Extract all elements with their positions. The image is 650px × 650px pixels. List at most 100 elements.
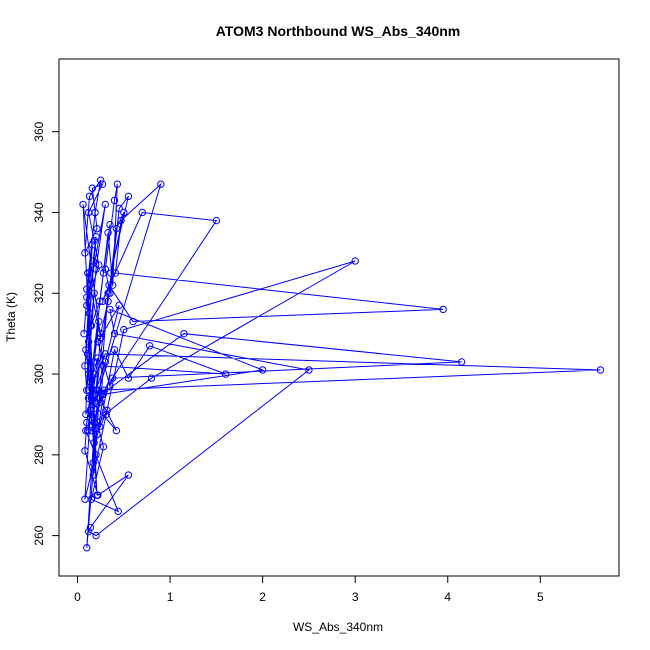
data-point	[94, 354, 102, 362]
series-points	[79, 176, 605, 552]
data-point	[81, 362, 89, 370]
data-point	[92, 233, 100, 241]
data-point	[79, 200, 87, 209]
data-point	[99, 443, 108, 451]
y-tick-label: 320	[32, 283, 46, 303]
data-point	[147, 374, 156, 382]
y-tick-label: 260	[32, 525, 46, 545]
data-point	[110, 346, 119, 354]
data-point	[90, 370, 98, 378]
data-point	[439, 305, 447, 314]
data-point	[120, 208, 128, 217]
data-point	[80, 329, 88, 338]
data-point	[83, 301, 91, 310]
data-point	[90, 358, 98, 366]
x-tick-label: 2	[259, 590, 266, 604]
data-point	[98, 297, 107, 306]
data-point	[103, 406, 111, 415]
data-point	[101, 200, 109, 209]
data-point	[105, 281, 113, 289]
data-point	[90, 289, 98, 297]
data-point	[117, 216, 125, 225]
data-point	[115, 301, 123, 310]
data-point	[96, 297, 104, 306]
data-point	[87, 426, 96, 435]
data-point	[87, 394, 96, 402]
data-point	[86, 406, 95, 415]
data-point	[102, 410, 110, 419]
data-point	[129, 317, 137, 326]
data-point	[90, 439, 98, 447]
data-point	[81, 249, 89, 257]
data-point	[93, 491, 101, 499]
data-point	[138, 208, 147, 217]
series-line	[82, 179, 601, 548]
data-point	[84, 386, 93, 394]
data-point	[89, 471, 97, 479]
data-point	[124, 374, 133, 382]
data-point	[124, 471, 133, 479]
data-point	[83, 293, 91, 302]
data-point	[85, 309, 94, 318]
x-tick-label: 1	[167, 590, 174, 604]
data-point	[89, 257, 97, 265]
data-point	[94, 386, 102, 394]
data-point	[96, 398, 105, 407]
data-point	[96, 333, 105, 342]
data-point	[457, 358, 466, 366]
data-point	[157, 180, 165, 188]
data-point	[104, 297, 112, 306]
data-point	[87, 410, 96, 419]
data-point	[99, 269, 108, 277]
data-point	[91, 398, 99, 407]
data-point	[83, 285, 91, 293]
data-point	[305, 366, 313, 374]
data-point	[88, 422, 97, 431]
data-point	[90, 237, 98, 245]
data-point	[112, 426, 121, 435]
data-point	[96, 329, 105, 338]
data-point	[113, 180, 122, 188]
data-point	[83, 418, 91, 427]
y-axis-label: Theta (K)	[4, 292, 18, 342]
data-point	[87, 321, 96, 330]
data-point	[92, 531, 100, 540]
data-point	[86, 523, 95, 532]
data-point	[99, 390, 108, 398]
data-point	[89, 459, 97, 467]
y-tick-label: 300	[32, 364, 46, 384]
data-point	[92, 451, 100, 459]
data-point	[212, 216, 221, 225]
data-point	[104, 228, 112, 237]
data-point	[146, 342, 154, 350]
y-tick-label: 360	[32, 121, 46, 141]
x-tick-label: 0	[74, 590, 81, 604]
data-point	[84, 338, 93, 346]
data-point	[84, 394, 93, 402]
data-point	[114, 507, 122, 516]
data-point	[108, 374, 117, 382]
data-point	[81, 495, 89, 503]
data-point	[84, 527, 93, 536]
data-point	[98, 180, 107, 188]
data-point	[258, 366, 267, 374]
data-point	[83, 350, 92, 358]
data-point	[124, 192, 133, 201]
x-tick-label: 5	[537, 590, 544, 604]
data-point	[99, 362, 108, 370]
data-point	[96, 422, 104, 431]
data-point	[120, 325, 128, 334]
data-point	[82, 410, 90, 419]
data-point	[86, 378, 95, 386]
data-point	[106, 305, 114, 314]
data-point	[596, 366, 605, 374]
data-point	[82, 346, 90, 354]
data-point	[82, 426, 90, 435]
x-axis-label: WS_Abs_340nm	[293, 620, 383, 634]
data-point	[110, 329, 119, 338]
data-point	[84, 370, 93, 378]
data-point	[92, 265, 100, 273]
data-point	[180, 329, 188, 338]
x-tick-label: 4	[444, 590, 451, 604]
